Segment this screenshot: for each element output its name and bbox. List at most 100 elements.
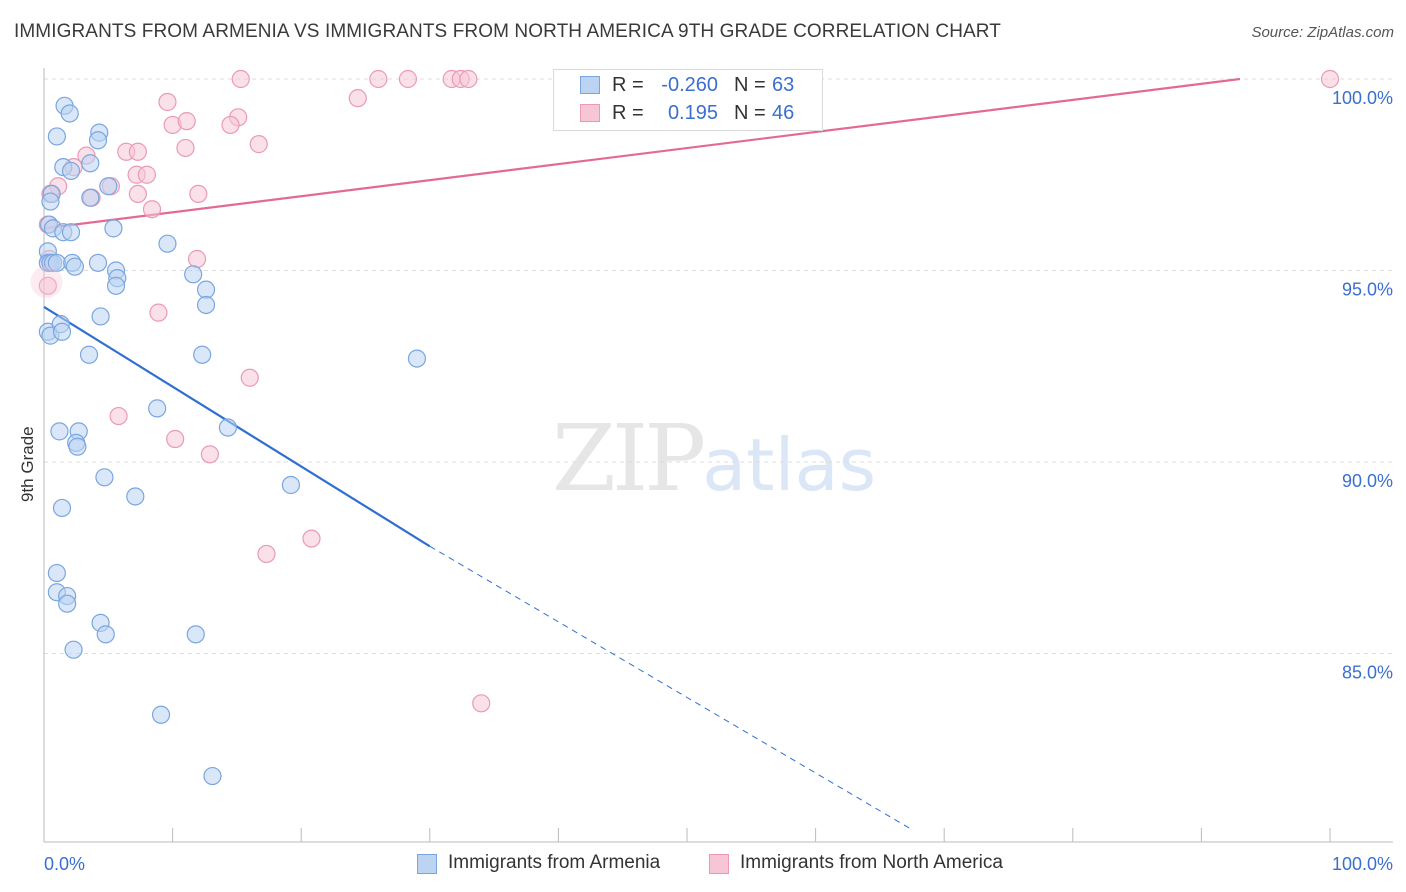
series-legend: Immigrants from Armenia Immigrants from … bbox=[0, 852, 1406, 878]
data-point-north-america bbox=[369, 69, 388, 89]
data-point-north-america bbox=[158, 92, 177, 112]
legend-r-value: -0.260 bbox=[661, 74, 718, 96]
watermark-zip: ZIP bbox=[552, 405, 706, 512]
watermark-atlas: atlas bbox=[702, 423, 877, 507]
data-point-armenia bbox=[65, 257, 84, 276]
data-point-north-america bbox=[149, 303, 168, 322]
data-point-armenia bbox=[407, 349, 427, 368]
legend-n-value: 46 bbox=[772, 102, 795, 124]
data-point-armenia bbox=[106, 276, 126, 295]
stats-legend: R = -0.260 N = 63 R = 0.195 N = 46 bbox=[553, 69, 823, 131]
data-point-armenia bbox=[81, 154, 100, 173]
data-point-armenia bbox=[186, 625, 205, 644]
points-layer bbox=[30, 69, 1340, 786]
legend-n-label: N = bbox=[734, 102, 766, 124]
legend-r-value: 0.195 bbox=[667, 102, 718, 124]
data-point-north-america bbox=[109, 406, 128, 426]
y-tick-label: 90.0% bbox=[1342, 471, 1393, 491]
data-point-armenia bbox=[64, 640, 83, 659]
legend-swatch-armenia bbox=[580, 76, 600, 94]
legend-r-label: R = bbox=[612, 102, 644, 124]
data-point-armenia bbox=[203, 766, 222, 786]
data-point-armenia bbox=[184, 265, 203, 284]
data-point-armenia bbox=[104, 219, 123, 238]
legend-r-label: R = bbox=[612, 74, 644, 96]
data-point-armenia bbox=[88, 131, 108, 150]
legend-n-label: N = bbox=[734, 74, 766, 96]
data-point-north-america bbox=[240, 368, 259, 387]
data-point-armenia bbox=[281, 475, 301, 495]
data-point-armenia bbox=[61, 223, 81, 242]
data-point-north-america bbox=[221, 115, 240, 135]
y-tick-label: 95.0% bbox=[1342, 280, 1393, 300]
data-point-north-america bbox=[128, 142, 147, 161]
data-point-armenia bbox=[47, 563, 66, 583]
legend-label-north-america: Immigrants from North America bbox=[740, 852, 1003, 873]
data-point-armenia bbox=[50, 422, 69, 441]
trendline-north-america bbox=[43, 77, 1241, 230]
data-point-north-america bbox=[398, 69, 418, 89]
data-point-armenia bbox=[99, 177, 118, 196]
y-tick-label: 100.0% bbox=[1332, 88, 1393, 108]
source-label: Source: ZipAtlas.com bbox=[1251, 24, 1394, 41]
data-point-armenia bbox=[52, 498, 72, 518]
y-axis-title: 9th Grade bbox=[18, 426, 37, 502]
data-point-north-america bbox=[187, 249, 207, 269]
trendline-armenia-extrapolated bbox=[429, 545, 913, 831]
data-point-armenia bbox=[95, 468, 114, 487]
data-point-north-america bbox=[249, 135, 268, 154]
legend-swatch-north-america bbox=[580, 104, 600, 122]
data-point-north-america bbox=[177, 112, 196, 131]
data-point-armenia bbox=[61, 161, 81, 181]
y-tick-label: 85.0% bbox=[1342, 663, 1393, 683]
legend-label-armenia: Immigrants from Armenia bbox=[448, 852, 661, 873]
data-point-armenia bbox=[96, 625, 115, 644]
data-point-north-america bbox=[142, 200, 162, 219]
data-point-armenia bbox=[79, 345, 99, 364]
trend-layer bbox=[43, 77, 1241, 831]
data-point-armenia bbox=[126, 487, 145, 506]
data-point-armenia bbox=[196, 295, 216, 315]
data-point-armenia bbox=[47, 127, 66, 146]
data-point-north-america bbox=[200, 445, 219, 464]
data-point-north-america bbox=[189, 184, 208, 203]
x-tick-label: 100.0% bbox=[1332, 854, 1393, 874]
data-point-armenia bbox=[196, 280, 216, 299]
data-point-north-america bbox=[137, 165, 156, 184]
grid-layer bbox=[44, 78, 1393, 654]
legend-swatch-north-america bbox=[709, 854, 729, 874]
data-point-armenia bbox=[158, 234, 177, 253]
data-point-armenia bbox=[41, 192, 60, 211]
legend-swatch-armenia bbox=[417, 854, 437, 874]
legend-n-value: 63 bbox=[772, 74, 795, 96]
data-point-north-america bbox=[166, 429, 185, 449]
data-point-north-america bbox=[1320, 69, 1340, 89]
data-point-cluster bbox=[30, 265, 63, 298]
axis-layer bbox=[43, 68, 1393, 843]
data-point-armenia bbox=[193, 345, 212, 364]
data-point-armenia bbox=[52, 322, 72, 341]
data-point-armenia bbox=[58, 594, 77, 613]
data-point-armenia bbox=[148, 399, 167, 418]
data-point-armenia bbox=[151, 705, 171, 724]
data-point-north-america bbox=[459, 69, 478, 89]
data-point-north-america bbox=[128, 184, 147, 203]
watermark: ZIPatlas bbox=[552, 405, 876, 512]
data-point-north-america bbox=[38, 276, 57, 295]
data-point-armenia bbox=[218, 418, 237, 437]
data-point-armenia bbox=[81, 188, 100, 207]
data-point-north-america bbox=[348, 89, 367, 108]
data-point-north-america bbox=[472, 694, 491, 713]
data-point-armenia bbox=[88, 253, 108, 272]
x-tick-label: 0.0% bbox=[44, 854, 85, 874]
data-point-north-america bbox=[176, 138, 195, 158]
data-point-north-america bbox=[302, 529, 321, 548]
tick-label-layer: 100.0% 95.0% 90.0% 85.0% 0.0% 100.0% bbox=[44, 88, 1393, 874]
data-point-armenia bbox=[91, 307, 110, 326]
data-point-armenia bbox=[68, 437, 87, 456]
data-point-north-america bbox=[257, 544, 276, 564]
chart-title: IMMIGRANTS FROM ARMENIA VS IMMIGRANTS FR… bbox=[14, 21, 1001, 42]
data-point-armenia bbox=[60, 104, 79, 123]
data-point-north-america bbox=[231, 69, 250, 89]
